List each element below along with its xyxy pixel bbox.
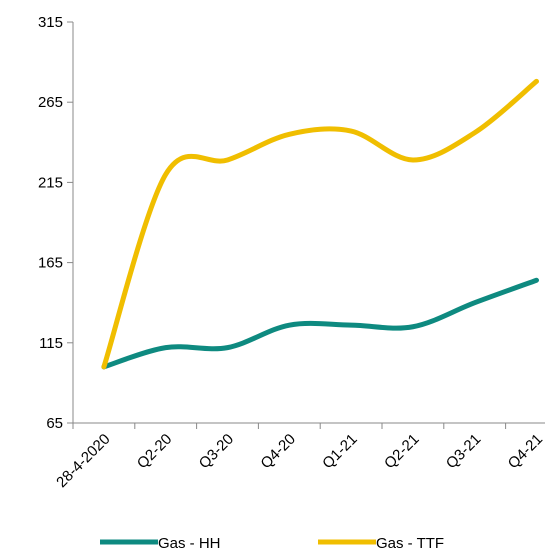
- y-tick-label: 165: [38, 255, 63, 272]
- legend-label: Gas - TTF: [376, 535, 444, 552]
- x-tick-label: Q2-21: [381, 431, 423, 473]
- x-tick-label: Q4-20: [257, 431, 299, 473]
- series-line: [101, 78, 539, 370]
- x-tick-label: Q3-21: [443, 431, 485, 473]
- x-tick-label: Q2-20: [134, 431, 176, 473]
- x-tick-label: Q4-21: [505, 431, 547, 473]
- x-tick-label: Q3-20: [196, 431, 238, 473]
- y-tick-label: 65: [46, 415, 63, 432]
- y-tick-label: 115: [39, 335, 63, 352]
- x-tick-label: Q1-21: [319, 431, 361, 473]
- x-tick-label: 28-4-2020: [53, 431, 113, 491]
- y-tick-label: 315: [38, 14, 63, 31]
- y-tick-label: 215: [38, 174, 63, 191]
- y-tick-label: 265: [38, 94, 63, 111]
- series-line: [101, 277, 539, 370]
- legend-label: Gas - HH: [158, 535, 221, 552]
